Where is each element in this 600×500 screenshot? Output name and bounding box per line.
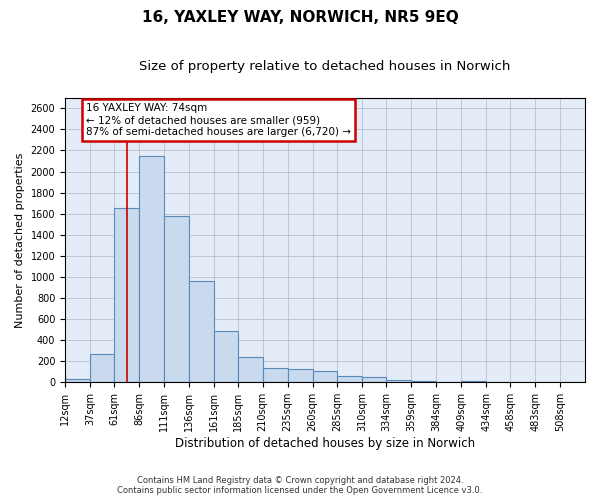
Text: Contains HM Land Registry data © Crown copyright and database right 2024.
Contai: Contains HM Land Registry data © Crown c… — [118, 476, 482, 495]
Bar — [313, 371, 337, 382]
Bar — [461, 381, 486, 382]
Bar — [90, 354, 114, 382]
Bar — [214, 330, 238, 382]
Bar — [114, 208, 139, 382]
Bar — [412, 381, 436, 382]
Bar — [164, 216, 189, 382]
Text: 16 YAXLEY WAY: 74sqm
← 12% of detached houses are smaller (959)
87% of semi-deta: 16 YAXLEY WAY: 74sqm ← 12% of detached h… — [86, 104, 351, 136]
Bar — [65, 379, 90, 382]
Title: Size of property relative to detached houses in Norwich: Size of property relative to detached ho… — [139, 60, 511, 73]
Bar — [189, 281, 214, 382]
Bar — [263, 368, 287, 382]
Bar — [386, 380, 412, 382]
Y-axis label: Number of detached properties: Number of detached properties — [15, 152, 25, 328]
Text: 16, YAXLEY WAY, NORWICH, NR5 9EQ: 16, YAXLEY WAY, NORWICH, NR5 9EQ — [142, 10, 458, 25]
Bar — [238, 357, 263, 382]
Bar — [362, 377, 386, 382]
Bar — [337, 376, 362, 382]
Bar — [139, 156, 164, 382]
X-axis label: Distribution of detached houses by size in Norwich: Distribution of detached houses by size … — [175, 437, 475, 450]
Bar — [287, 368, 313, 382]
